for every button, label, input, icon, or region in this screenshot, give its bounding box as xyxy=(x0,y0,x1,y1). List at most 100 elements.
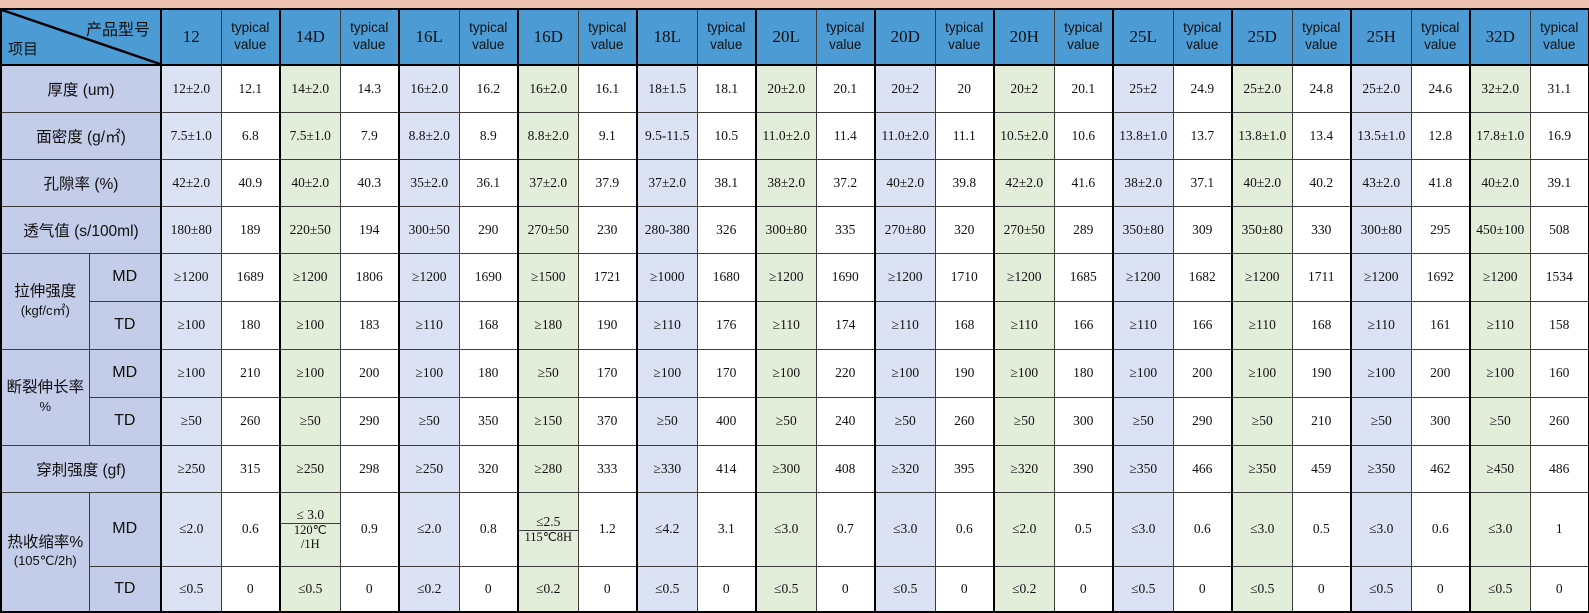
model-header-14D[interactable]: 14D xyxy=(279,8,341,66)
spec-cell-16L[interactable]: ≥100 xyxy=(398,348,460,398)
spec-cell-32D[interactable]: ≤0.5 xyxy=(1469,565,1531,613)
spec-cell-32D[interactable]: ≥100 xyxy=(1469,348,1531,398)
spec-cell-16D[interactable]: ≥1500 xyxy=(517,252,579,302)
typical-cell-14D[interactable]: 14.3 xyxy=(339,64,400,113)
typical-cell-16D[interactable]: 370 xyxy=(577,396,638,446)
typical-value-header[interactable]: typical value xyxy=(934,8,995,66)
spec-cell-25L[interactable]: ≥350 xyxy=(1112,444,1174,493)
spec-cell-14D[interactable]: ≥1200 xyxy=(279,252,341,302)
spec-cell-16D[interactable]: ≤0.2 xyxy=(517,565,579,613)
typical-cell-16D[interactable]: 0 xyxy=(577,565,638,613)
spec-cell-20H[interactable]: ≤0.2 xyxy=(993,565,1055,613)
typical-cell-12[interactable]: 0.6 xyxy=(220,491,281,567)
typical-cell-18L[interactable]: 176 xyxy=(696,300,757,350)
typical-cell-25H[interactable]: 300 xyxy=(1410,396,1471,446)
typical-cell-25H[interactable]: 295 xyxy=(1410,205,1471,254)
typical-cell-20L[interactable]: 20.1 xyxy=(815,64,876,113)
spec-cell-25L[interactable]: 350±80 xyxy=(1112,205,1174,254)
spec-cell-16D[interactable]: 270±50 xyxy=(517,205,579,254)
spec-cell-16D[interactable]: 37±2.0 xyxy=(517,158,579,207)
typical-cell-12[interactable]: 315 xyxy=(220,444,281,493)
spec-cell-12[interactable]: ≥50 xyxy=(160,396,222,446)
spec-cell-16L[interactable]: 8.8±2.0 xyxy=(398,111,460,160)
typical-cell-16D[interactable]: 1.2 xyxy=(577,491,638,567)
typical-cell-20L[interactable]: 11.4 xyxy=(815,111,876,160)
spec-cell-20H[interactable]: ≤2.0 xyxy=(993,491,1055,567)
group-label[interactable]: 拉伸强度 (kgf/c㎡) xyxy=(0,252,90,350)
typical-cell-16L[interactable]: 8.9 xyxy=(458,111,519,160)
spec-cell-25H[interactable]: ≤0.5 xyxy=(1350,565,1412,613)
typical-value-header[interactable]: typical value xyxy=(815,8,876,66)
typical-cell-16D[interactable]: 16.1 xyxy=(577,64,638,113)
spec-cell-25H[interactable]: ≥50 xyxy=(1350,396,1412,446)
typical-cell-25L[interactable]: 0.6 xyxy=(1172,491,1233,567)
typical-cell-16L[interactable]: 0.8 xyxy=(458,491,519,567)
spec-cell-25H[interactable]: 25±2.0 xyxy=(1350,64,1412,113)
typical-value-header[interactable]: typical value xyxy=(577,8,638,66)
spec-cell-20L[interactable]: ≥1200 xyxy=(755,252,817,302)
spec-cell-14D[interactable]: ≥100 xyxy=(279,348,341,398)
typical-cell-16L[interactable]: 168 xyxy=(458,300,519,350)
spec-cell-20D[interactable]: ≥110 xyxy=(874,300,936,350)
spec-cell-32D[interactable]: ≥110 xyxy=(1469,300,1531,350)
spec-cell-25D[interactable]: ≥50 xyxy=(1231,396,1293,446)
spec-cell-12[interactable]: ≥100 xyxy=(160,348,222,398)
typical-cell-32D[interactable]: 508 xyxy=(1529,205,1589,254)
spec-cell-20D[interactable]: 20±2 xyxy=(874,64,936,113)
typical-cell-25H[interactable]: 161 xyxy=(1410,300,1471,350)
typical-cell-32D[interactable]: 260 xyxy=(1529,396,1589,446)
spec-cell-25L[interactable]: 25±2 xyxy=(1112,64,1174,113)
spec-cell-14D[interactable]: ≥50 xyxy=(279,396,341,446)
spec-cell-20D[interactable]: 270±80 xyxy=(874,205,936,254)
typical-cell-25L[interactable]: 24.9 xyxy=(1172,64,1233,113)
spec-cell-18L[interactable]: ≥1000 xyxy=(636,252,698,302)
spec-cell-25D[interactable]: ≥350 xyxy=(1231,444,1293,493)
typical-cell-25D[interactable]: 0 xyxy=(1291,565,1352,613)
typical-cell-25H[interactable]: 462 xyxy=(1410,444,1471,493)
typical-cell-25L[interactable]: 0 xyxy=(1172,565,1233,613)
spec-cell-25D[interactable]: 13.8±1.0 xyxy=(1231,111,1293,160)
typical-cell-18L[interactable]: 0 xyxy=(696,565,757,613)
typical-value-header[interactable]: typical value xyxy=(1291,8,1352,66)
spec-cell-16D[interactable]: 8.8±2.0 xyxy=(517,111,579,160)
spec-cell-20L[interactable]: ≥110 xyxy=(755,300,817,350)
spec-cell-16L[interactable]: ≥110 xyxy=(398,300,460,350)
typical-value-header[interactable]: typical value xyxy=(1053,8,1114,66)
spec-cell-20D[interactable]: ≤3.0 xyxy=(874,491,936,567)
model-header-32D[interactable]: 32D xyxy=(1469,8,1531,66)
typical-cell-18L[interactable]: 414 xyxy=(696,444,757,493)
typical-cell-25D[interactable]: 0.5 xyxy=(1291,491,1352,567)
typical-cell-20L[interactable]: 335 xyxy=(815,205,876,254)
typical-cell-12[interactable]: 260 xyxy=(220,396,281,446)
spec-cell-25H[interactable]: ≥100 xyxy=(1350,348,1412,398)
typical-cell-16D[interactable]: 230 xyxy=(577,205,638,254)
spec-cell-20L[interactable]: 300±80 xyxy=(755,205,817,254)
spec-cell-16L[interactable]: 300±50 xyxy=(398,205,460,254)
group-label[interactable]: 热收缩率% (105℃/2h) xyxy=(0,491,90,613)
sub-label-td[interactable]: TD xyxy=(88,396,162,446)
spec-cell-16L[interactable]: ≥1200 xyxy=(398,252,460,302)
spec-cell-20D[interactable]: 40±2.0 xyxy=(874,158,936,207)
spec-cell-14D[interactable]: ≤ 3.0 120℃ /1H xyxy=(279,491,341,567)
sub-label-td[interactable]: TD xyxy=(88,565,162,613)
spec-cell-18L[interactable]: 37±2.0 xyxy=(636,158,698,207)
spec-cell-16D[interactable]: ≤2.5 115℃8H xyxy=(517,491,579,567)
typical-cell-25L[interactable]: 166 xyxy=(1172,300,1233,350)
typical-cell-20L[interactable]: 174 xyxy=(815,300,876,350)
typical-cell-20H[interactable]: 289 xyxy=(1053,205,1114,254)
typical-cell-12[interactable]: 210 xyxy=(220,348,281,398)
typical-cell-25D[interactable]: 40.2 xyxy=(1291,158,1352,207)
spec-cell-12[interactable]: 180±80 xyxy=(160,205,222,254)
typical-cell-20H[interactable]: 41.6 xyxy=(1053,158,1114,207)
typical-cell-20H[interactable]: 166 xyxy=(1053,300,1114,350)
typical-cell-20L[interactable]: 37.2 xyxy=(815,158,876,207)
spec-cell-16L[interactable]: ≤2.0 xyxy=(398,491,460,567)
typical-cell-20L[interactable]: 0.7 xyxy=(815,491,876,567)
spec-cell-16D[interactable]: ≥280 xyxy=(517,444,579,493)
typical-cell-14D[interactable]: 183 xyxy=(339,300,400,350)
spec-cell-20L[interactable]: ≤3.0 xyxy=(755,491,817,567)
spec-cell-18L[interactable]: 9.5-11.5 xyxy=(636,111,698,160)
typical-cell-20H[interactable]: 180 xyxy=(1053,348,1114,398)
typical-cell-20D[interactable]: 0 xyxy=(934,565,995,613)
spec-cell-20H[interactable]: ≥100 xyxy=(993,348,1055,398)
